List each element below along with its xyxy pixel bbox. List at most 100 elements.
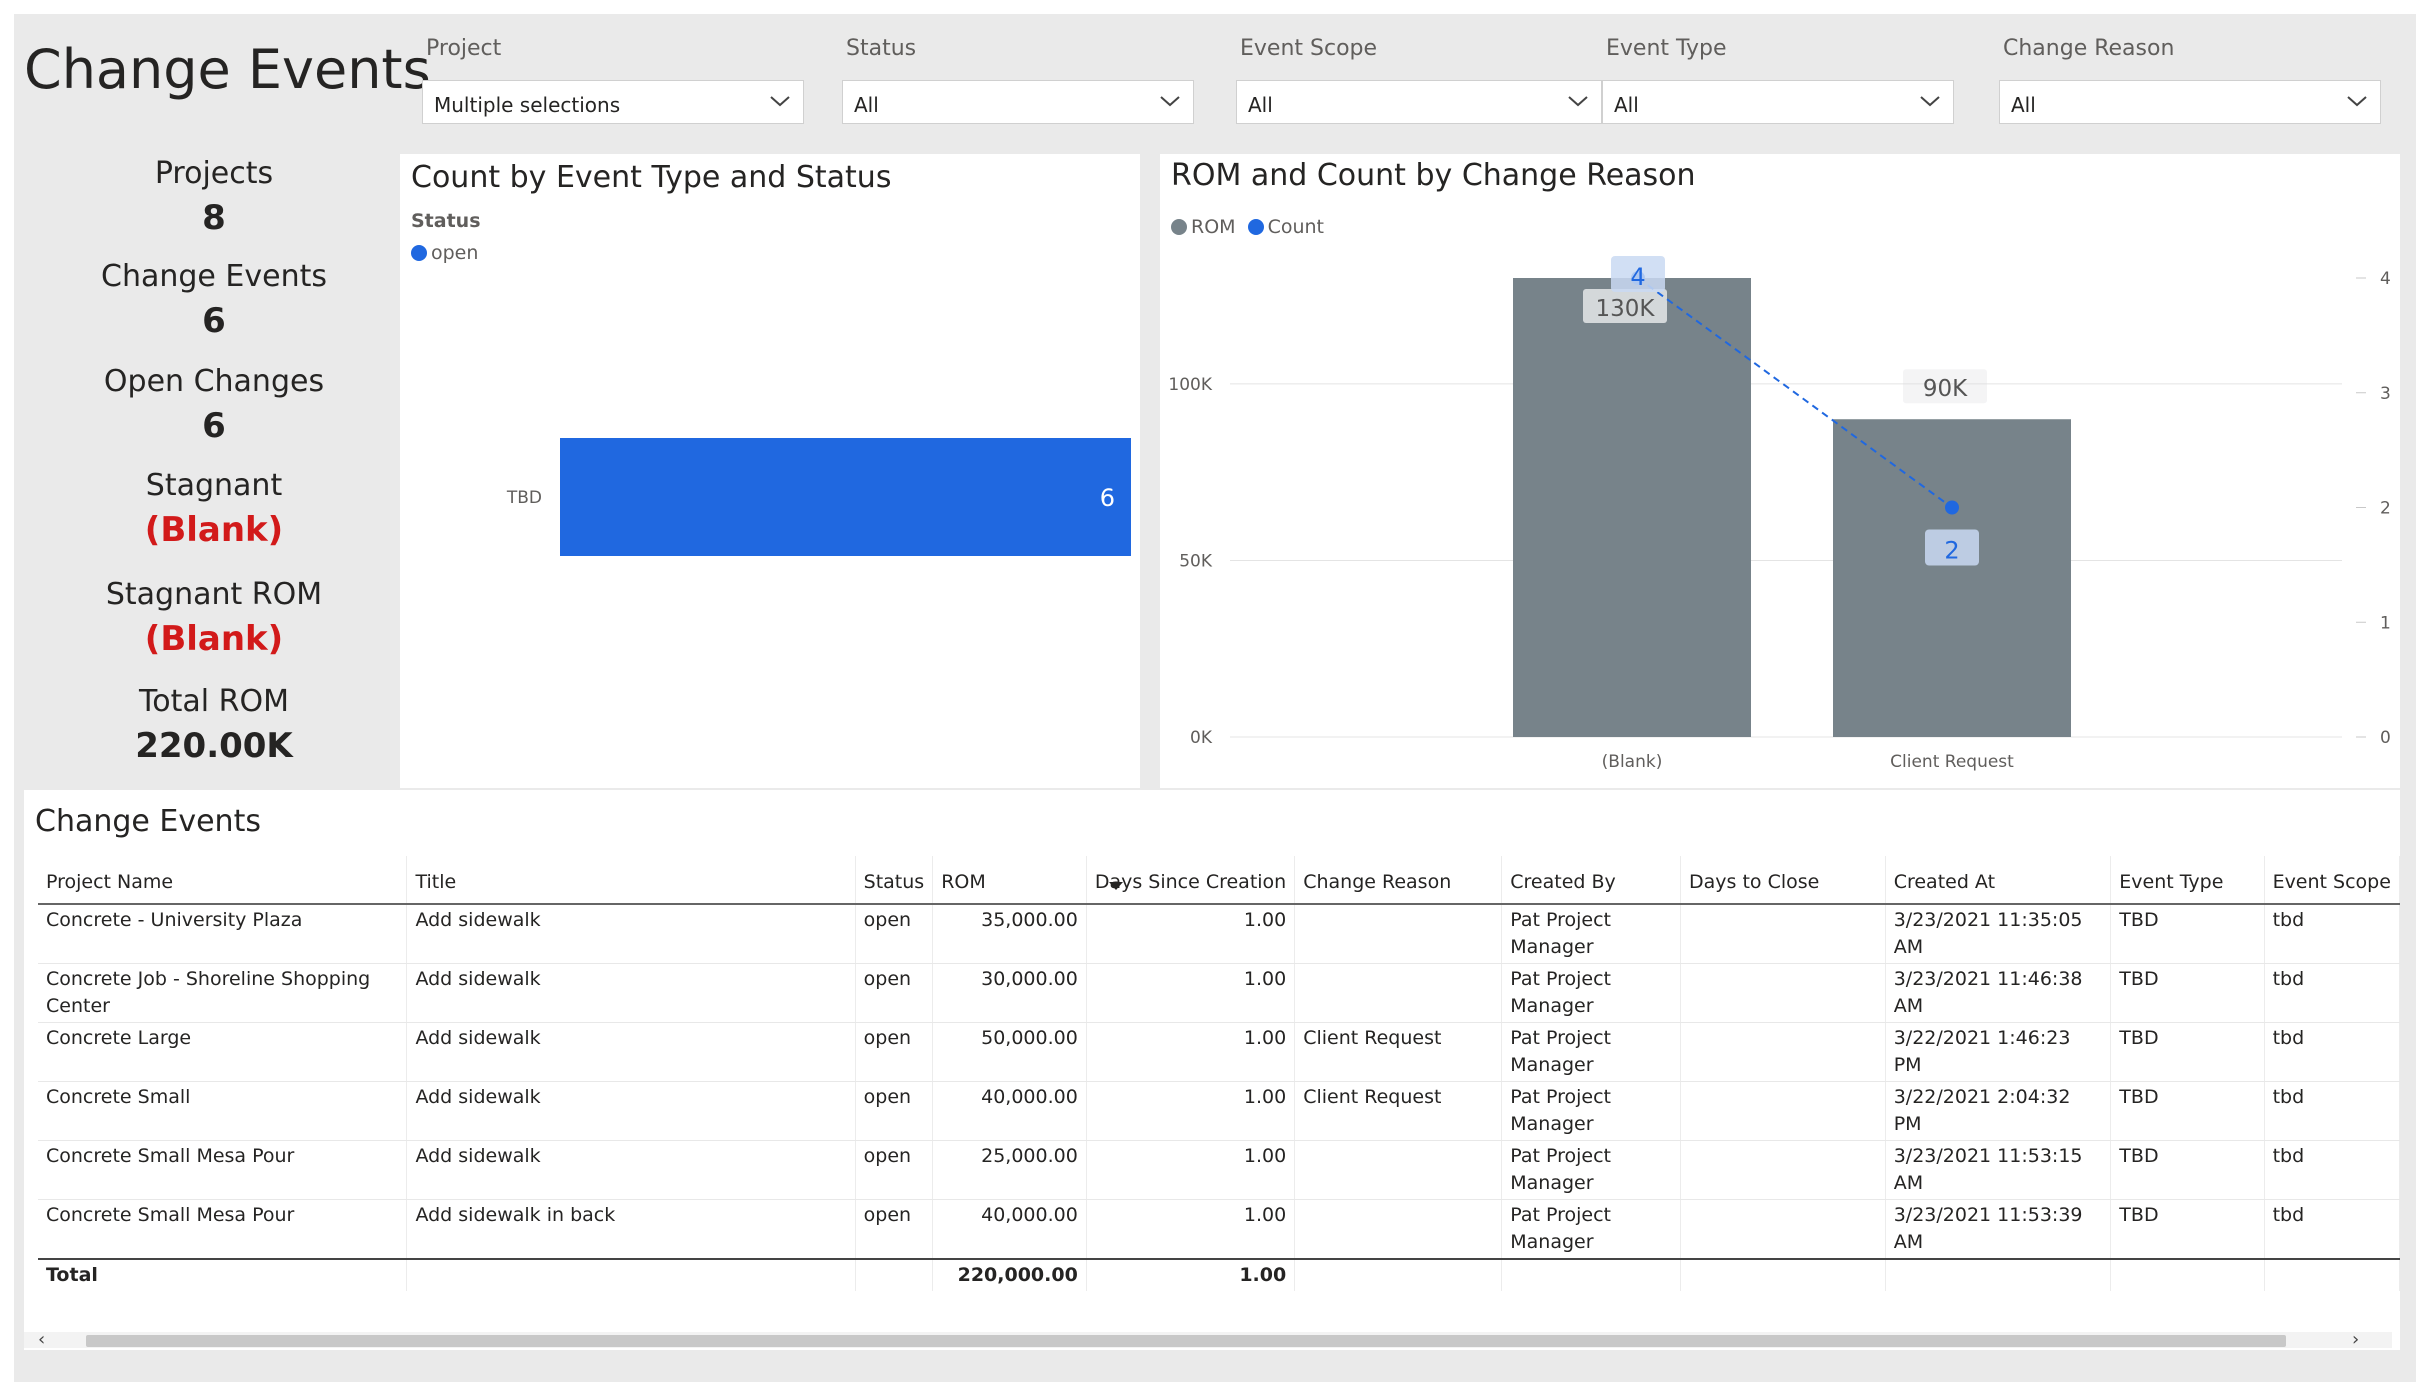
scroll-left-icon[interactable]: ‹ [38,1329,46,1350]
change-events-table: Project Name Title Status ROM Days Since Cre… [38,856,2401,1291]
table-row[interactable]: Concrete Small Add sidewalk open 40,000.00 1… [38,1081,2401,1141]
legend-label-count[interactable]: Count [1267,216,1324,238]
table-cell: Pat Project Manager [1501,904,1681,964]
table-cell: 3/23/2021 11:53:39 AM [1885,1199,2112,1260]
slicer-label: Status [846,36,917,61]
total-cell: 220,000.00 [932,1258,1087,1291]
kpi-label: Stagnant [145,468,283,503]
column-header-change-reason[interactable]: Change Reason [1294,856,1503,905]
column-header-days-since-creation[interactable]: Days Since Creation [1086,856,1296,905]
table-cell: 1.00 [1086,963,1296,1023]
column-header-status[interactable]: Status [855,856,934,905]
chevron-down-icon [1160,96,1180,107]
table-row[interactable]: Concrete Small Mesa Pour Add sidewalk open… [38,1140,2401,1200]
slicer-value: All [854,93,879,117]
table-cell: Concrete - University Plaza [38,904,408,964]
chevron-down-icon [1920,96,1940,107]
table-cell: Add sidewalk [406,963,856,1023]
table-row[interactable]: Concrete Small Mesa Pour Add sidewalk in … [38,1199,2401,1260]
kpi-value: 6 [202,301,226,341]
total-cell [406,1258,856,1291]
legend-label: open [431,242,479,264]
slicer-dropdown-event-scope[interactable]: All [1236,80,1602,124]
count-point[interactable] [1945,500,1959,515]
table-cell: Pat Project Manager [1501,1022,1681,1082]
total-cell: 1.00 [1086,1258,1296,1291]
slicer-dropdown-project[interactable]: Multiple selections [422,80,804,124]
kpi-value: (Blank) [144,510,284,550]
total-cell: Total [38,1258,408,1291]
rom-data-label: 130K [1596,296,1656,322]
table-row[interactable]: Concrete - University Plaza Add sidewalk o… [38,904,2401,964]
count-by-event-type-panel[interactable]: Count by Event Type and Status Status op… [400,154,1140,788]
legend-label-rom[interactable]: ROM [1191,216,1236,238]
y2-tick-label: 1 [2380,613,2391,633]
total-cell [1501,1258,1681,1291]
table-cell: Add sidewalk [406,1081,856,1141]
column-header-days-to-close[interactable]: Days to Close [1680,856,1886,905]
scroll-thumb[interactable] [86,1335,2286,1347]
column-header-created-at[interactable]: Created At [1885,856,2112,905]
slicer-value: Multiple selections [434,93,621,117]
table-cell: Pat Project Manager [1501,1081,1681,1141]
kpi-value: 220.00K [135,726,293,766]
table-cell [1680,904,1886,964]
total-cell [855,1258,934,1291]
legend: ROM Count [1171,216,1324,238]
table-row[interactable]: Concrete Large Add sidewalk open 50,000.00 1… [38,1022,2401,1082]
bar-chart-svg: TBD 6 [506,438,1131,556]
slicer-dropdown-change-reason[interactable]: All [1999,80,2381,124]
y2-tick-label: 2 [2380,499,2391,519]
total-cell [2110,1258,2265,1291]
table-cell: 3/22/2021 1:46:23 PM [1885,1022,2112,1082]
rom-bar[interactable] [1833,419,2071,737]
table-cell: open [855,904,934,964]
column-header-created-by[interactable]: Created By [1501,856,1681,905]
table-cell: Pat Project Manager [1501,1199,1681,1260]
scroll-right-icon[interactable]: › [2352,1329,2360,1350]
table-cell: Concrete Job - Shoreline Shopping Center [38,963,408,1023]
table-cell: 3/23/2021 11:35:05 AM [1885,904,2112,964]
column-header-project-name[interactable]: Project Name [38,856,408,905]
chart-title: Count by Event Type and Status [411,160,892,195]
table-cell: 1.00 [1086,904,1296,964]
total-cell [2264,1258,2401,1291]
column-header-event-type[interactable]: Event Type [2110,856,2265,905]
table-cell: Add sidewalk [406,1022,856,1082]
table-cell [1680,1022,1886,1082]
legend-item-open[interactable]: open [411,242,478,264]
table-cell: 40,000.00 [932,1081,1087,1141]
page-title: Change Events [24,38,431,101]
total-cell [1294,1258,1503,1291]
table-cell: 35,000.00 [932,904,1087,964]
count-data-label: 2 [1944,537,1959,565]
slicer-dropdown-status[interactable]: All [842,80,1194,124]
table-cell: 50,000.00 [932,1022,1087,1082]
table-cell [1680,1140,1886,1200]
rom-bar[interactable] [1513,278,1751,737]
table-cell: Concrete Small Mesa Pour [38,1140,408,1200]
column-header-event-scope[interactable]: Event Scope [2264,856,2401,905]
bar-tbd[interactable] [560,438,1131,556]
table-cell: TBD [2110,1199,2265,1260]
table-cell: TBD [2110,904,2265,964]
table-row[interactable]: Concrete Job - Shoreline Shopping Center… [38,963,2401,1023]
table-cell: open [855,1199,934,1260]
slicer-dropdown-event-type[interactable]: All [1602,80,1954,124]
table-cell: open [855,1140,934,1200]
horizontal-scrollbar[interactable]: ‹ › [24,1329,2392,1350]
column-header-rom[interactable]: ROM [932,856,1087,905]
table-cell: tbd [2264,1140,2401,1200]
table-cell: 3/23/2021 11:53:15 AM [1885,1140,2112,1200]
table-cell: TBD [2110,963,2265,1023]
table-title: Change Events [35,804,261,839]
sort-desc-icon [1109,882,1123,890]
chevron-down-icon [2347,96,2367,107]
rom-count-by-reason-panel[interactable]: ROM and Count by Change Reason ROM Count… [1160,154,2400,788]
table-cell: Pat Project Manager [1501,963,1681,1023]
column-header-title[interactable]: Title [406,856,856,905]
table-cell: 25,000.00 [932,1140,1087,1200]
table-cell: 30,000.00 [932,963,1087,1023]
table-cell: 1.00 [1086,1022,1296,1082]
table-cell: tbd [2264,963,2401,1023]
